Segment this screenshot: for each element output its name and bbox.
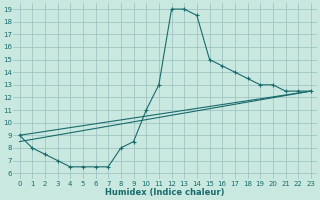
X-axis label: Humidex (Indice chaleur): Humidex (Indice chaleur) <box>106 188 225 197</box>
